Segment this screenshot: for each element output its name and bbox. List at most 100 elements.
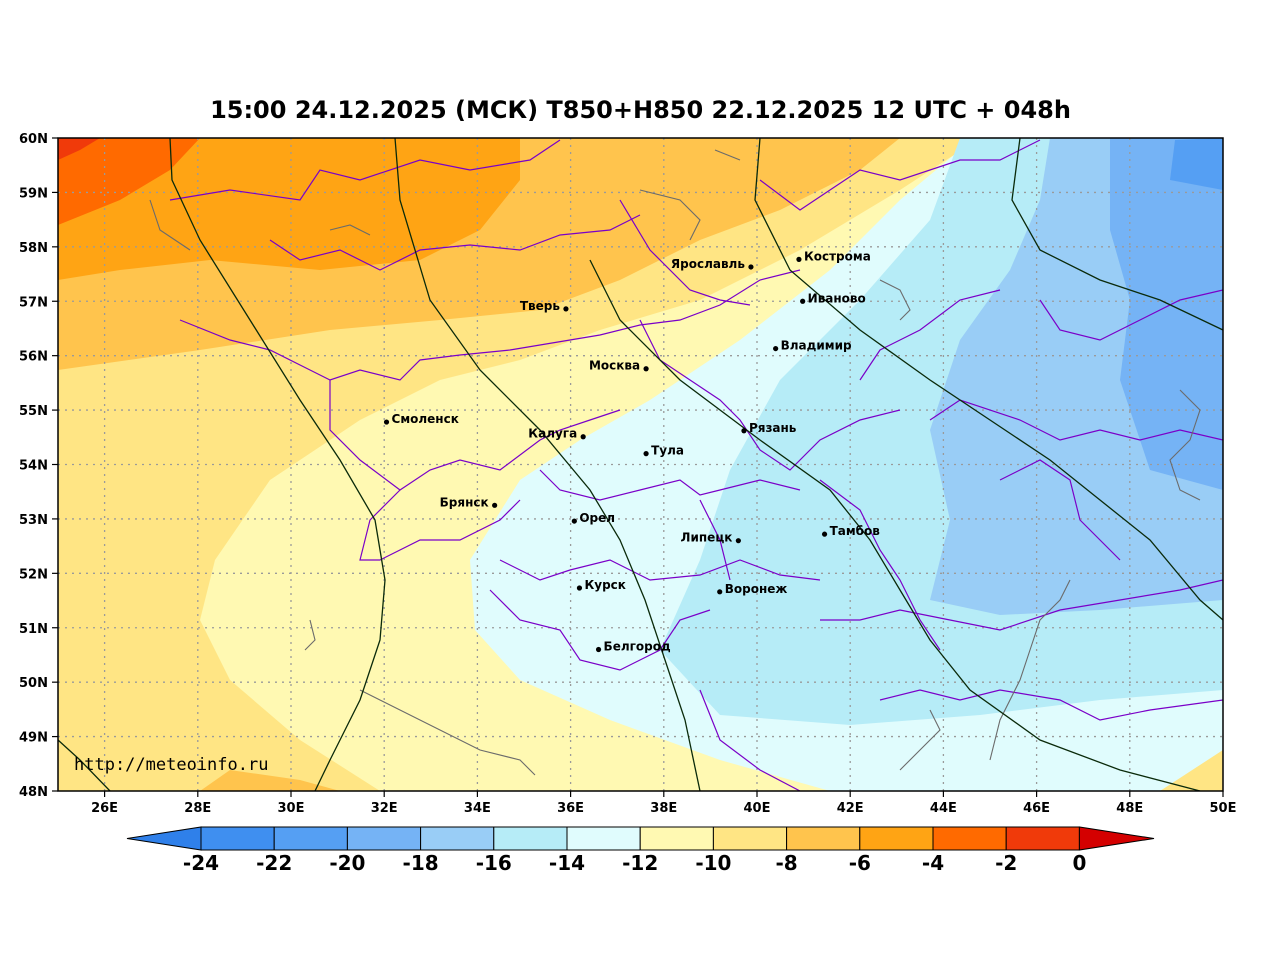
lat-label: 57N bbox=[19, 295, 48, 310]
city-marker bbox=[821, 531, 828, 537]
map-area bbox=[58, 138, 1223, 791]
lat-label: 55N bbox=[19, 404, 48, 419]
city-label: Тверь bbox=[520, 299, 561, 313]
colorbar-segment bbox=[493, 826, 568, 851]
city-label: Смоленск bbox=[392, 412, 459, 426]
city-marker bbox=[741, 428, 747, 434]
city-label: Тула bbox=[651, 444, 684, 458]
city-marker bbox=[595, 646, 602, 653]
colorbar-segment bbox=[346, 826, 422, 851]
city-label: Калуга bbox=[528, 427, 577, 441]
colorbar-segment bbox=[639, 826, 714, 851]
city-label: Москва bbox=[589, 359, 640, 373]
lon-label: 48E bbox=[1116, 801, 1143, 816]
city-layer: Кострома Ярославль Иваново Тверь Владимир Мос… bbox=[383, 249, 881, 654]
city-label: Ярославль bbox=[671, 257, 745, 271]
city-label: Тамбов bbox=[830, 524, 881, 538]
city-marker bbox=[643, 451, 649, 457]
city-label: Орел bbox=[579, 511, 615, 525]
colorbar-segment bbox=[786, 826, 861, 851]
city-label: Владимир bbox=[781, 339, 852, 353]
colorbar-segment bbox=[712, 826, 788, 851]
lat-lon-grid bbox=[58, 138, 1223, 791]
city-marker bbox=[773, 345, 779, 352]
city-label: Воронеж bbox=[725, 582, 788, 596]
colorbar: -24 -22 -20 -18 -16 -14 -12 -10 -8 -6 -4 -2 0 bbox=[126, 826, 1155, 875]
city-label: Кострома bbox=[804, 249, 871, 263]
city-marker bbox=[735, 538, 741, 544]
lon-label: 26E bbox=[91, 801, 118, 816]
lat-label: 53N bbox=[19, 513, 48, 528]
city-label: Курск bbox=[584, 578, 625, 592]
band-minus2 bbox=[58, 138, 100, 160]
city-label: Белгород bbox=[604, 640, 671, 654]
lon-label: 44E bbox=[930, 801, 957, 816]
city-marker bbox=[563, 306, 569, 312]
lon-label: 50E bbox=[1210, 801, 1237, 816]
colorbar-label: -4 bbox=[922, 851, 944, 875]
coastlines bbox=[149, 149, 1201, 776]
lat-label: 58N bbox=[19, 241, 48, 256]
lon-label: 40E bbox=[744, 801, 771, 816]
city-marker bbox=[576, 585, 583, 591]
city-marker bbox=[800, 298, 806, 304]
colorbar-label: -18 bbox=[403, 851, 439, 875]
city-marker bbox=[383, 419, 390, 425]
lon-label: 36E bbox=[557, 801, 584, 816]
lat-label: 51N bbox=[19, 622, 48, 637]
band-minus6 bbox=[58, 138, 520, 280]
band-minus4 bbox=[58, 138, 200, 225]
lat-label: 48N bbox=[19, 785, 48, 800]
colorbar-max-arrow bbox=[1078, 826, 1155, 851]
lat-label: 50N bbox=[19, 676, 48, 691]
colorbar-segment bbox=[273, 826, 348, 851]
band-minus20 bbox=[1110, 138, 1223, 490]
colorbar-label: -8 bbox=[775, 851, 797, 875]
city-marker bbox=[796, 256, 802, 262]
colorbar-label: -20 bbox=[329, 851, 365, 875]
latitude-labels: 60N 59N 58N 57N 56N 55N 54N 53N 52N 51N 50N 49N 48N bbox=[19, 132, 58, 800]
colorbar-label: -2 bbox=[995, 851, 1017, 875]
isohypses bbox=[58, 138, 1223, 791]
colorbar-label: -10 bbox=[695, 851, 731, 875]
colorbar-label: -14 bbox=[549, 851, 585, 875]
colorbar-label: -22 bbox=[256, 851, 292, 875]
city-label: Липецк bbox=[681, 531, 733, 545]
band-minus8-south bbox=[200, 770, 340, 791]
city-marker bbox=[717, 589, 723, 595]
city-marker bbox=[492, 502, 498, 508]
lon-label: 34E bbox=[464, 801, 491, 816]
colorbar-label: -12 bbox=[622, 851, 658, 875]
colorbar-segment bbox=[1005, 826, 1080, 851]
lon-label: 38E bbox=[650, 801, 677, 816]
city-marker bbox=[571, 518, 577, 524]
colorbar-min-arrow bbox=[126, 826, 202, 851]
source-url: http://meteoinfo.ru bbox=[74, 755, 268, 775]
colorbar-segment bbox=[932, 826, 1007, 851]
colorbar-label: -16 bbox=[476, 851, 512, 875]
colorbar-label: -6 bbox=[849, 851, 871, 875]
colorbar-segment bbox=[859, 826, 934, 851]
longitude-labels: 26E 28E 30E 32E 34E 36E 38E 40E 42E 44E 46E 48E 50E bbox=[91, 791, 1236, 816]
city-marker bbox=[643, 366, 649, 372]
city-label: Рязань bbox=[749, 421, 797, 435]
lon-label: 46E bbox=[1023, 801, 1050, 816]
lon-label: 32E bbox=[371, 801, 398, 816]
colorbar-segment bbox=[200, 826, 275, 851]
map-title: 15:00 24.12.2025 (МСК) T850+H850 22.12.2… bbox=[210, 96, 1071, 124]
lon-label: 42E bbox=[837, 801, 864, 816]
lon-label: 28E bbox=[184, 801, 211, 816]
city-label: Иваново bbox=[808, 291, 866, 305]
city-label: Брянск bbox=[440, 495, 489, 509]
lat-label: 59N bbox=[19, 186, 48, 201]
colorbar-segment bbox=[566, 826, 641, 851]
lat-label: 60N bbox=[19, 132, 48, 147]
lat-label: 56N bbox=[19, 350, 48, 365]
colorbar-label: -24 bbox=[183, 851, 219, 875]
colorbar-label: 0 bbox=[1072, 851, 1086, 875]
colorbar-segment bbox=[420, 826, 495, 851]
band-minus10-se bbox=[1160, 750, 1223, 791]
lat-label: 49N bbox=[19, 731, 48, 746]
lon-label: 30E bbox=[278, 801, 305, 816]
